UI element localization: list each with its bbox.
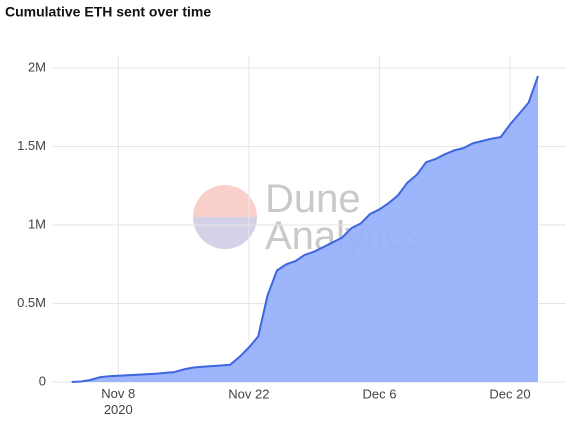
watermark-logo-bottom xyxy=(193,217,257,249)
area-fill xyxy=(71,75,538,383)
watermark-text: Dune xyxy=(265,177,361,221)
y-tick-label: 2M xyxy=(28,59,46,74)
x-tick-label: Nov 8 2020 xyxy=(101,386,135,417)
x-tick-label: Dec 20 xyxy=(489,386,530,401)
y-tick-label: 1M xyxy=(28,216,46,231)
chart-title: Cumulative ETH sent over time xyxy=(5,4,211,20)
x-tick-label: Dec 6 xyxy=(362,386,396,401)
watermark-logo-top xyxy=(193,185,257,217)
y-tick-label: 1.5M xyxy=(17,138,46,153)
watermark xyxy=(193,185,257,249)
y-tick-label: 0 xyxy=(39,373,46,388)
y-tick-label: 0.5M xyxy=(17,295,46,310)
x-tick-label: Nov 22 xyxy=(228,386,269,401)
area-line xyxy=(71,75,539,383)
